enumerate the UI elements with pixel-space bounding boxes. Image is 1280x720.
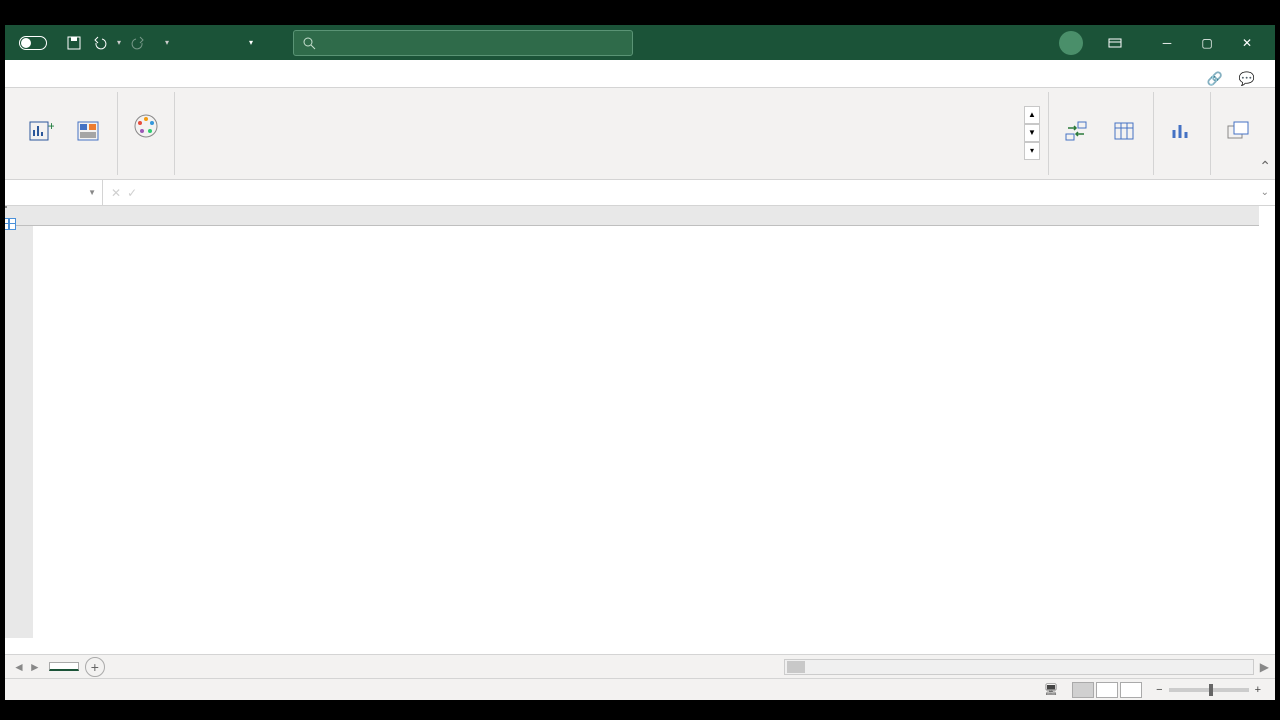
- status-bar: 🖥 − +: [5, 678, 1275, 700]
- share-button[interactable]: 🔗: [1207, 71, 1227, 87]
- change-chart-type-button[interactable]: [1162, 116, 1202, 150]
- zoom-slider[interactable]: [1169, 688, 1249, 692]
- change-chart-type-icon: [1166, 118, 1198, 146]
- add-sheet-button[interactable]: +: [85, 657, 105, 677]
- sheet-nav-next-icon[interactable]: ►: [29, 660, 41, 674]
- undo-dropdown-icon[interactable]: ▾: [117, 38, 121, 47]
- formula-bar: ▼ ✕ ✓ ⌄: [5, 180, 1275, 206]
- switch-row-column-icon: [1061, 118, 1093, 146]
- filename-dropdown-icon[interactable]: ▾: [249, 38, 253, 47]
- scroll-right-icon[interactable]: ▶: [1254, 660, 1275, 674]
- autosave-switch-icon[interactable]: [19, 36, 47, 50]
- name-box-dropdown-icon[interactable]: ▼: [88, 188, 96, 197]
- sheet-tab-sheet1[interactable]: [49, 662, 79, 671]
- gallery-more-icon[interactable]: ▾: [1024, 142, 1040, 160]
- spreadsheet-grid[interactable]: [5, 206, 1275, 654]
- title-bar: ▾ ▾ ▾ ─ ▢ ✕: [5, 25, 1275, 60]
- zoom-in-icon[interactable]: +: [1255, 684, 1261, 696]
- ribbon-display-icon[interactable]: [1095, 28, 1135, 58]
- search-icon: [302, 36, 316, 50]
- embedded-chart[interactable]: [5, 206, 7, 208]
- qat-customize-icon[interactable]: ▾: [165, 38, 169, 47]
- undo-icon[interactable]: [91, 34, 109, 52]
- cancel-formula-icon[interactable]: ✕: [111, 186, 121, 200]
- collapse-ribbon-icon[interactable]: ⌃: [1259, 158, 1271, 175]
- svg-text:+: +: [48, 120, 54, 133]
- switch-row-column-button[interactable]: [1057, 116, 1097, 150]
- add-chart-element-icon: +: [25, 118, 57, 146]
- sheet-tab-bar: ◄ ► + ▶: [5, 654, 1275, 678]
- select-data-icon: [1109, 118, 1141, 146]
- search-input[interactable]: [293, 30, 633, 56]
- quick-layout-icon: [73, 118, 105, 146]
- close-icon[interactable]: ✕: [1227, 28, 1267, 58]
- redo-icon[interactable]: [129, 34, 147, 52]
- move-chart-icon: [1223, 118, 1255, 146]
- autosave-toggle[interactable]: [13, 36, 53, 50]
- expand-formula-bar-icon[interactable]: ⌄: [1255, 187, 1275, 198]
- ribbon: + ▲: [5, 88, 1275, 180]
- select-data-button[interactable]: [1105, 116, 1145, 150]
- save-icon[interactable]: [65, 34, 83, 52]
- zoom-out-icon[interactable]: −: [1156, 684, 1162, 696]
- gallery-up-icon[interactable]: ▲: [1024, 106, 1040, 124]
- minimize-icon[interactable]: ─: [1147, 28, 1187, 58]
- page-layout-view-icon[interactable]: [1096, 682, 1118, 698]
- quick-access-toolbar: ▾ ▾: [65, 34, 169, 52]
- page-break-view-icon[interactable]: [1120, 682, 1142, 698]
- display-settings-button[interactable]: 🖥: [1044, 683, 1058, 696]
- enter-formula-icon[interactable]: ✓: [127, 186, 137, 200]
- sheet-nav-prev-icon[interactable]: ◄: [13, 660, 25, 674]
- name-box[interactable]: ▼: [5, 180, 103, 205]
- move-chart-button[interactable]: [1219, 116, 1259, 150]
- gallery-down-icon[interactable]: ▼: [1024, 124, 1040, 142]
- add-chart-element-button[interactable]: +: [21, 116, 61, 150]
- quick-layout-button[interactable]: [69, 116, 109, 150]
- comments-button[interactable]: 💬: [1239, 71, 1259, 87]
- normal-view-icon[interactable]: [1072, 682, 1094, 698]
- change-colors-icon: [130, 112, 162, 140]
- change-colors-button[interactable]: [126, 110, 166, 144]
- horizontal-scrollbar[interactable]: [784, 659, 1254, 675]
- user-avatar[interactable]: [1059, 31, 1083, 55]
- ribbon-tabs: 🔗 💬: [5, 60, 1275, 88]
- maximize-icon[interactable]: ▢: [1187, 28, 1227, 58]
